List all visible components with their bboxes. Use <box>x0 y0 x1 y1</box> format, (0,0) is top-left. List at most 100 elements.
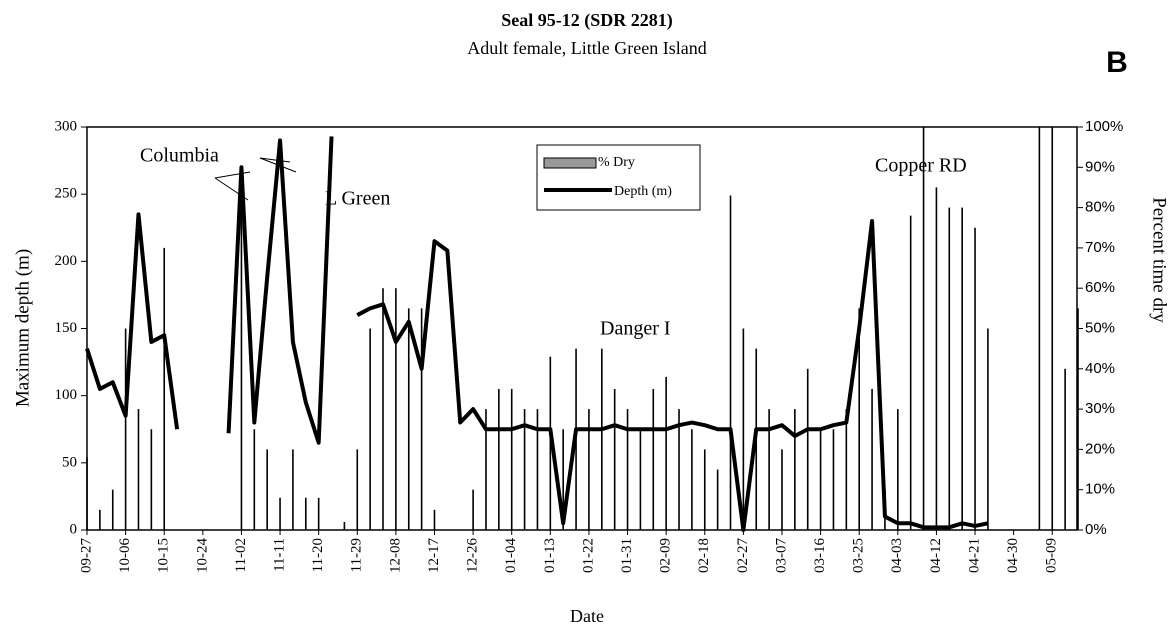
bar <box>304 497 307 530</box>
bar <box>111 489 114 530</box>
x-tick-label: 10-06 <box>117 538 133 573</box>
bar <box>781 449 783 530</box>
bar <box>292 449 294 530</box>
x-tick-label: 01-04 <box>503 538 519 573</box>
chart-title: Seal 95-12 (SDR 2281) <box>501 10 673 31</box>
x-tick-label: 01-13 <box>542 538 558 573</box>
bar <box>613 388 616 530</box>
x-tick-label: 12-26 <box>465 538 481 573</box>
annotation: L Green <box>325 188 390 210</box>
legend-label: Depth (m) <box>614 184 672 199</box>
x-tick-label: 05-09 <box>1044 538 1060 573</box>
bar <box>163 247 166 530</box>
x-axis-label: Date <box>570 606 604 626</box>
bar <box>832 429 835 530</box>
bar <box>99 509 101 530</box>
bar <box>935 187 938 530</box>
x-tick-label: 09-27 <box>78 538 94 573</box>
bar <box>1038 127 1041 530</box>
y-tick-label: 50 <box>62 454 77 470</box>
bar <box>395 288 397 530</box>
y2-tick-label: 60% <box>1085 279 1115 296</box>
x-tick-label: 01-22 <box>580 538 596 573</box>
y2-tick-label: 70% <box>1085 239 1115 256</box>
annotation: Copper RD <box>875 155 967 177</box>
arrow <box>259 157 291 163</box>
bar <box>845 409 848 530</box>
chart-subtitle: Adult female, Little Green Island <box>467 38 706 58</box>
x-tick-label: 10-24 <box>194 538 210 573</box>
bar <box>86 457 88 530</box>
y-axis-label: Maximum depth (m) <box>12 249 33 407</box>
bar <box>317 497 320 530</box>
bar <box>974 227 976 530</box>
y2-tick-label: 40% <box>1085 360 1115 377</box>
bar <box>279 497 281 530</box>
x-tick-label: 02-27 <box>735 538 751 573</box>
bar <box>716 469 719 530</box>
bar <box>253 429 256 530</box>
x-tick-label: 11-20 <box>310 538 326 572</box>
arrow <box>214 171 251 179</box>
x-tick-label: 11-29 <box>349 538 365 572</box>
bar <box>588 409 590 530</box>
bar <box>575 348 577 530</box>
bar <box>652 388 655 530</box>
bar <box>639 429 642 530</box>
bar <box>742 328 745 530</box>
x-tick-label: 11-11 <box>271 538 287 572</box>
x-tick-label: 04-03 <box>889 538 905 573</box>
bar <box>626 409 629 530</box>
x-tick-label: 12-17 <box>426 538 442 573</box>
x-tick-label: 10-15 <box>156 538 172 573</box>
bar <box>601 348 603 530</box>
bar <box>909 215 912 530</box>
x-tick-label: 04-21 <box>966 538 982 573</box>
bar <box>691 429 693 530</box>
x-tick-label: 01-31 <box>619 538 635 573</box>
panel-label: B <box>1106 46 1128 79</box>
legend-label: % Dry <box>598 155 635 170</box>
bar <box>922 127 925 530</box>
annotation: Columbia <box>140 145 219 167</box>
legend-box <box>536 144 701 211</box>
bar <box>768 409 770 530</box>
bar <box>703 449 706 530</box>
bar <box>961 207 963 530</box>
bar <box>1051 127 1054 530</box>
y-tick-label: 300 <box>55 118 78 134</box>
bar <box>420 308 423 530</box>
y-tick-label: 200 <box>55 253 78 269</box>
bar <box>485 409 487 530</box>
bar <box>266 449 268 530</box>
x-tick-label: 02-18 <box>696 538 712 573</box>
y2-axis-label: Percent time dry <box>1149 197 1170 323</box>
y-tick-label: 250 <box>55 186 78 202</box>
bar <box>562 429 564 530</box>
bar <box>369 328 371 530</box>
bar <box>665 376 667 530</box>
x-tick-label: 03-16 <box>812 538 828 573</box>
bar <box>240 167 243 531</box>
x-tick-label: 04-12 <box>928 538 944 573</box>
bar <box>498 388 500 530</box>
bar <box>871 388 873 530</box>
legend-swatch-bar <box>543 157 597 169</box>
bar <box>819 429 822 530</box>
bar <box>472 489 474 530</box>
x-tick-label: 03-25 <box>851 538 867 573</box>
x-tick-label: 12-08 <box>387 538 403 573</box>
y2-tick-label: 0% <box>1085 521 1107 538</box>
bar <box>1077 308 1079 530</box>
y2-tick-label: 50% <box>1085 319 1115 336</box>
y2-tick-label: 80% <box>1085 199 1115 216</box>
y-tick-label: 150 <box>55 320 78 336</box>
y-tick-label: 100 <box>55 387 78 403</box>
bar <box>510 388 513 530</box>
bar <box>897 409 899 530</box>
bar <box>382 288 384 530</box>
y-tick-label: 0 <box>70 521 78 537</box>
bar <box>549 356 552 530</box>
x-tick-label: 04-30 <box>1005 538 1021 573</box>
